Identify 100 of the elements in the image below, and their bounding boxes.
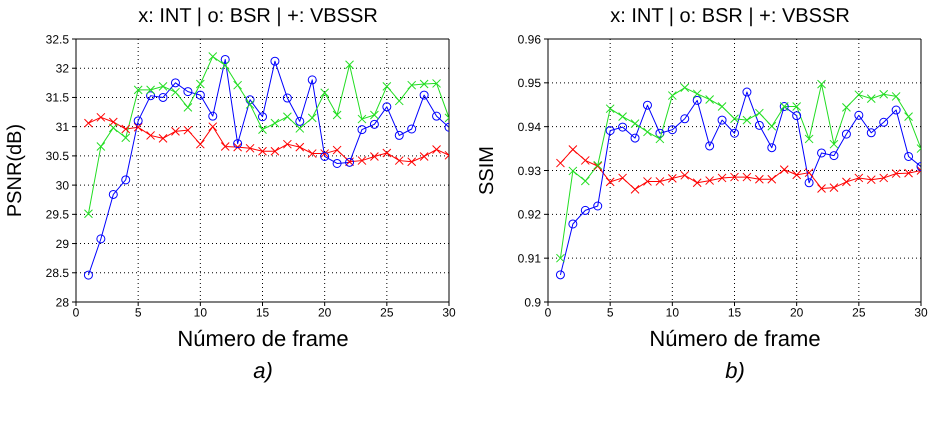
point: [568, 166, 578, 176]
point: [357, 125, 366, 134]
point: [220, 142, 230, 152]
point: [817, 184, 826, 193]
point: [183, 126, 192, 135]
point: [556, 158, 565, 168]
point: [730, 172, 739, 182]
point: [879, 118, 888, 127]
point: [382, 82, 392, 91]
point: [270, 146, 280, 156]
point: [282, 140, 292, 149]
point: [84, 118, 93, 128]
y-axis-title: SSIM: [476, 146, 498, 195]
x-axis-title: Número de frame: [648, 325, 822, 353]
point: [892, 106, 901, 115]
point: [767, 122, 776, 131]
point: [668, 174, 677, 183]
point: [246, 100, 255, 109]
x-tick-label: 0: [544, 306, 552, 320]
point: [854, 110, 864, 120]
point: [829, 183, 838, 192]
point: [817, 148, 826, 158]
point: [258, 146, 267, 156]
point: [854, 173, 864, 182]
y-tick-label: 30: [56, 178, 70, 192]
point: [357, 156, 366, 166]
point: [754, 120, 764, 130]
point: [382, 102, 392, 112]
point: [394, 96, 404, 106]
point: [705, 176, 714, 186]
point: [134, 116, 143, 126]
point: [108, 117, 118, 126]
point: [258, 112, 267, 122]
point: [767, 174, 776, 184]
point: [96, 142, 106, 152]
point: [308, 113, 317, 122]
point: [792, 170, 802, 180]
point: [370, 120, 379, 129]
x-tick-label: 15: [256, 306, 270, 320]
point: [246, 95, 255, 104]
point: [320, 152, 330, 161]
y-tick-label: 0.92: [518, 208, 542, 222]
y-tick-label: 28: [56, 295, 70, 310]
point: [121, 133, 130, 142]
point: [668, 91, 677, 100]
point: [96, 234, 106, 244]
x-tick-label: 10: [666, 306, 680, 320]
y-tick-label: 0.9: [524, 295, 542, 310]
point: [432, 78, 442, 88]
point: [121, 124, 130, 134]
point: [282, 112, 292, 122]
point: [792, 102, 802, 112]
y-tick-label: 29: [56, 236, 70, 251]
point: [842, 102, 851, 112]
point: [904, 112, 914, 122]
point: [196, 90, 205, 100]
point: [742, 116, 752, 125]
point: [568, 219, 578, 228]
point: [730, 114, 739, 124]
y-tick-label: 0.93: [518, 164, 542, 178]
point: [420, 80, 429, 88]
point: [718, 116, 727, 125]
y-axis-title: PSNR(dB): [4, 124, 26, 218]
point: [879, 90, 888, 99]
point: [680, 114, 690, 124]
point: [642, 176, 652, 186]
point: [630, 119, 640, 128]
point: [754, 174, 764, 184]
point: [84, 270, 93, 280]
y-tick-label: 31: [56, 120, 70, 134]
point: [420, 90, 429, 100]
point: [705, 141, 714, 150]
y-tick-label: 0.91: [518, 251, 542, 266]
point: [233, 139, 242, 148]
point: [183, 87, 192, 96]
point: [407, 157, 416, 166]
point: [220, 60, 230, 70]
y-tick-label: 0.96: [518, 32, 542, 46]
x-tick-label: 15: [728, 306, 742, 320]
point: [170, 88, 180, 97]
point: [432, 112, 442, 121]
x-tick-label: 30: [914, 306, 928, 320]
point: [606, 177, 615, 186]
point: [618, 173, 628, 182]
point: [295, 142, 304, 152]
point: [580, 176, 590, 186]
point: [96, 112, 106, 122]
point: [642, 100, 652, 110]
point: [680, 170, 690, 180]
point: [308, 75, 317, 84]
point: [904, 152, 914, 161]
point: [618, 112, 628, 122]
point: [829, 140, 838, 149]
point: [692, 96, 702, 105]
point: [208, 52, 218, 62]
point: [345, 60, 354, 70]
x-tick-label: 20: [790, 306, 804, 320]
point: [196, 140, 205, 149]
point: [308, 149, 317, 158]
point: [892, 169, 901, 178]
